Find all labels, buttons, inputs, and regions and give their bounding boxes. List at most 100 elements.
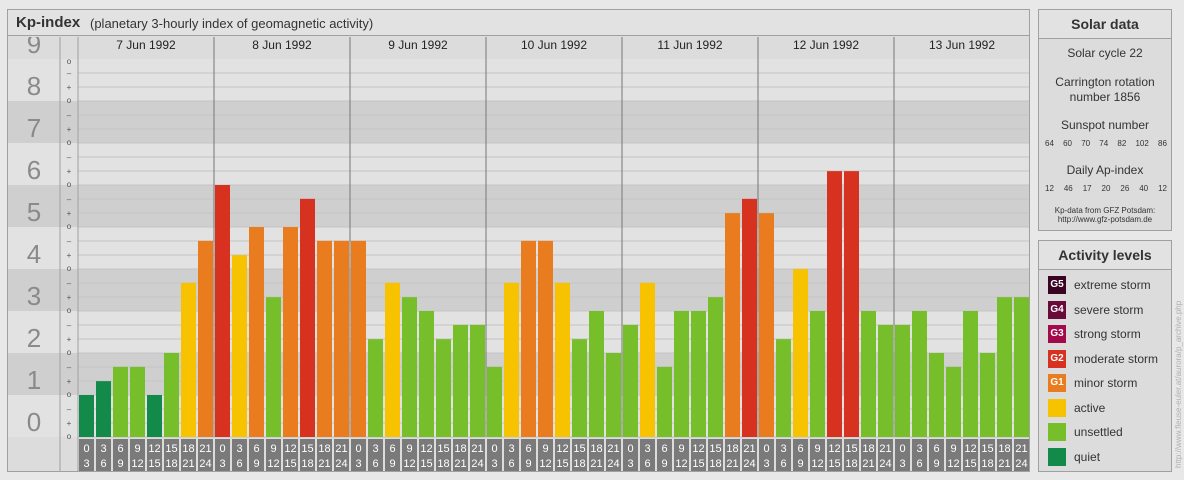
hour-end-label: 9 — [253, 458, 259, 470]
source-link[interactable]: http://www.gfz-potsdam.de — [1057, 215, 1153, 224]
hour-start-label: 6 — [661, 443, 667, 455]
kp-bar — [708, 297, 723, 437]
hour-end-label: 3 — [83, 458, 89, 470]
hour-start-label: 0 — [355, 443, 361, 455]
hour-box — [589, 439, 604, 471]
hour-end-label: 6 — [100, 458, 106, 470]
y-tick-label: 4 — [27, 239, 41, 269]
kp-bar — [521, 240, 536, 437]
hour-box — [963, 439, 978, 471]
sunspot-value: 102 — [1135, 139, 1149, 148]
hour-box — [130, 439, 145, 471]
hour-end-label: 15 — [284, 458, 296, 470]
legend-swatch: G3 — [1048, 325, 1066, 343]
kp-bar — [793, 269, 808, 437]
ap-value: 46 — [1063, 184, 1073, 193]
hour-box — [793, 439, 808, 471]
legend-item: G3 strong storm — [1048, 325, 1141, 343]
kp-bar — [674, 311, 689, 437]
hour-start-label: 6 — [933, 443, 939, 455]
day-label: 13 Jun 1992 — [929, 38, 995, 52]
y-minor-tick: o — [67, 222, 72, 231]
hour-end-label: 9 — [389, 458, 395, 470]
kp-bar — [232, 255, 247, 437]
kp-bar — [317, 240, 332, 437]
kp-bar — [130, 366, 145, 437]
kp-bar — [776, 339, 791, 437]
watermark: http://www.fleuse-euler.at/aurora/p_arch… — [1174, 300, 1183, 468]
hour-start-label: 15 — [301, 443, 313, 455]
legend-item: active — [1048, 398, 1105, 417]
kp-bar — [402, 297, 417, 437]
hour-start-label: 12 — [284, 443, 296, 455]
sunspot-value: 64 — [1045, 139, 1054, 148]
hour-box — [436, 439, 451, 471]
hour-box — [402, 439, 417, 471]
kp-bar — [249, 227, 264, 437]
hour-end-label: 6 — [236, 458, 242, 470]
hour-end-label: 12 — [811, 458, 823, 470]
hour-box — [300, 439, 315, 471]
y-tick-label: 6 — [27, 155, 41, 185]
hour-start-label: 21 — [607, 443, 619, 455]
hour-box — [623, 439, 638, 471]
source-line-1: Kp-data from GFZ Potsdam: — [1054, 206, 1156, 215]
legend-swatch — [1048, 423, 1066, 441]
hour-box — [878, 439, 893, 471]
kp-bar-chart: 0123456789o+–o+–o+–o+–o+–o+–o+–o+–o+–o7 … — [8, 37, 1029, 471]
y-minor-tick: o — [67, 264, 72, 273]
hour-end-label: 3 — [899, 458, 905, 470]
hour-end-label: 9 — [661, 458, 667, 470]
hour-box — [572, 439, 587, 471]
hour-start-label: 12 — [148, 443, 160, 455]
hour-end-label: 18 — [845, 458, 857, 470]
kp-bar — [96, 381, 111, 437]
hour-start-label: 6 — [389, 443, 395, 455]
hour-box — [538, 439, 553, 471]
hour-box — [283, 439, 298, 471]
y-band — [8, 227, 1029, 269]
day-label: 7 Jun 1992 — [116, 38, 176, 52]
hour-end-label: 18 — [573, 458, 585, 470]
hour-box — [980, 439, 995, 471]
y-tick-label: 0 — [27, 407, 41, 437]
hour-start-label: 15 — [165, 443, 177, 455]
hour-start-label: 3 — [508, 443, 514, 455]
hour-box — [249, 439, 264, 471]
y-minor-tick: – — [67, 153, 72, 162]
y-minor-tick: + — [67, 83, 72, 92]
kp-bar — [589, 311, 604, 437]
legend-label: unsettled — [1074, 425, 1123, 439]
hour-start-label: 21 — [1015, 443, 1027, 455]
hour-end-label: 18 — [709, 458, 721, 470]
hour-start-label: 9 — [678, 443, 684, 455]
sunspot-value: 86 — [1158, 139, 1167, 148]
kp-bar — [997, 297, 1012, 437]
hour-box — [759, 439, 774, 471]
hour-end-label: 21 — [454, 458, 466, 470]
y-minor-tick: – — [67, 237, 72, 246]
hour-end-label: 6 — [780, 458, 786, 470]
hour-start-label: 15 — [709, 443, 721, 455]
hour-start-label: 6 — [525, 443, 531, 455]
hour-box — [351, 439, 366, 471]
hour-end-label: 24 — [199, 458, 211, 470]
sunspot-values: 64 60 70 74 82 102 86 — [1045, 139, 1167, 148]
hour-start-label: 21 — [335, 443, 347, 455]
hour-start-label: 18 — [182, 443, 194, 455]
legend-swatch — [1048, 398, 1066, 417]
hour-box — [368, 439, 383, 471]
hour-box — [742, 439, 757, 471]
y-tick-label: 9 — [27, 37, 41, 59]
kp-bar — [895, 324, 910, 437]
sunspot-value: 60 — [1063, 139, 1072, 148]
hour-start-label: 12 — [420, 443, 432, 455]
day-label: 9 Jun 1992 — [388, 38, 448, 52]
legend-label: extreme storm — [1074, 278, 1151, 292]
hour-end-label: 24 — [471, 458, 483, 470]
hour-end-label: 12 — [267, 458, 279, 470]
hour-start-label: 9 — [950, 443, 956, 455]
legend-swatch: G2 — [1048, 349, 1066, 368]
hour-start-label: 6 — [253, 443, 259, 455]
hour-box — [470, 439, 485, 471]
